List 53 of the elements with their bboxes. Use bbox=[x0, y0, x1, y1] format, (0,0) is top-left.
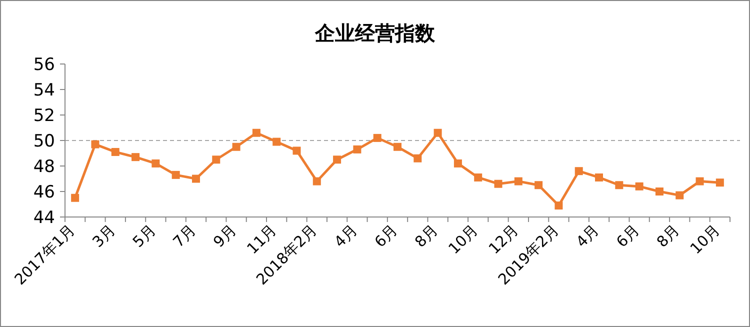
x-tick-label: 4月 bbox=[330, 220, 361, 251]
point bbox=[534, 181, 543, 190]
x-tick-label: 9月 bbox=[210, 220, 240, 251]
point bbox=[71, 194, 80, 202]
point bbox=[696, 177, 704, 186]
point bbox=[272, 138, 281, 146]
point bbox=[615, 181, 624, 190]
x-tick-label: 4月 bbox=[572, 220, 603, 251]
x-tick-label: 6月 bbox=[370, 220, 402, 251]
chart-title: 企业经营指数 bbox=[314, 21, 436, 45]
point bbox=[111, 148, 120, 156]
point bbox=[655, 188, 664, 196]
y-tick-label: 44 bbox=[33, 208, 55, 228]
y-tick-label: 52 bbox=[33, 106, 55, 126]
point bbox=[312, 177, 321, 186]
point bbox=[434, 128, 442, 137]
point bbox=[394, 142, 402, 151]
y-tick-label: 48 bbox=[33, 156, 55, 177]
point bbox=[232, 142, 240, 151]
point bbox=[252, 128, 260, 137]
point bbox=[595, 173, 604, 182]
point bbox=[132, 153, 140, 162]
point bbox=[212, 156, 220, 164]
point bbox=[554, 202, 563, 210]
point bbox=[474, 173, 482, 182]
y-tick-label: 46 bbox=[33, 182, 55, 202]
point bbox=[353, 145, 362, 154]
x-tick-label: 3月 bbox=[88, 220, 119, 251]
point bbox=[152, 159, 160, 168]
point bbox=[172, 170, 180, 179]
point bbox=[91, 140, 100, 148]
y-tick-label: 54 bbox=[33, 80, 55, 100]
point bbox=[373, 134, 382, 142]
point bbox=[292, 146, 301, 155]
y-tick-label: 56 bbox=[33, 54, 55, 75]
x-tick-label: 6月 bbox=[612, 220, 643, 251]
y-tick-label: 50 bbox=[33, 131, 55, 152]
point bbox=[333, 156, 342, 164]
x-tick-label: 10月 bbox=[444, 220, 482, 258]
point bbox=[574, 167, 583, 176]
point bbox=[494, 180, 502, 188]
point bbox=[414, 154, 422, 162]
point bbox=[716, 178, 724, 187]
x-tick-label: 8月 bbox=[411, 220, 442, 251]
point bbox=[676, 191, 684, 200]
point bbox=[514, 177, 522, 186]
x-tick-label: 8月 bbox=[653, 220, 684, 251]
x-tick-label: 10月 bbox=[686, 220, 724, 258]
point bbox=[192, 174, 200, 183]
x-tick-label: 7月 bbox=[169, 220, 200, 251]
point bbox=[635, 182, 644, 190]
point bbox=[454, 159, 462, 168]
x-tick-label: 5月 bbox=[129, 220, 160, 251]
